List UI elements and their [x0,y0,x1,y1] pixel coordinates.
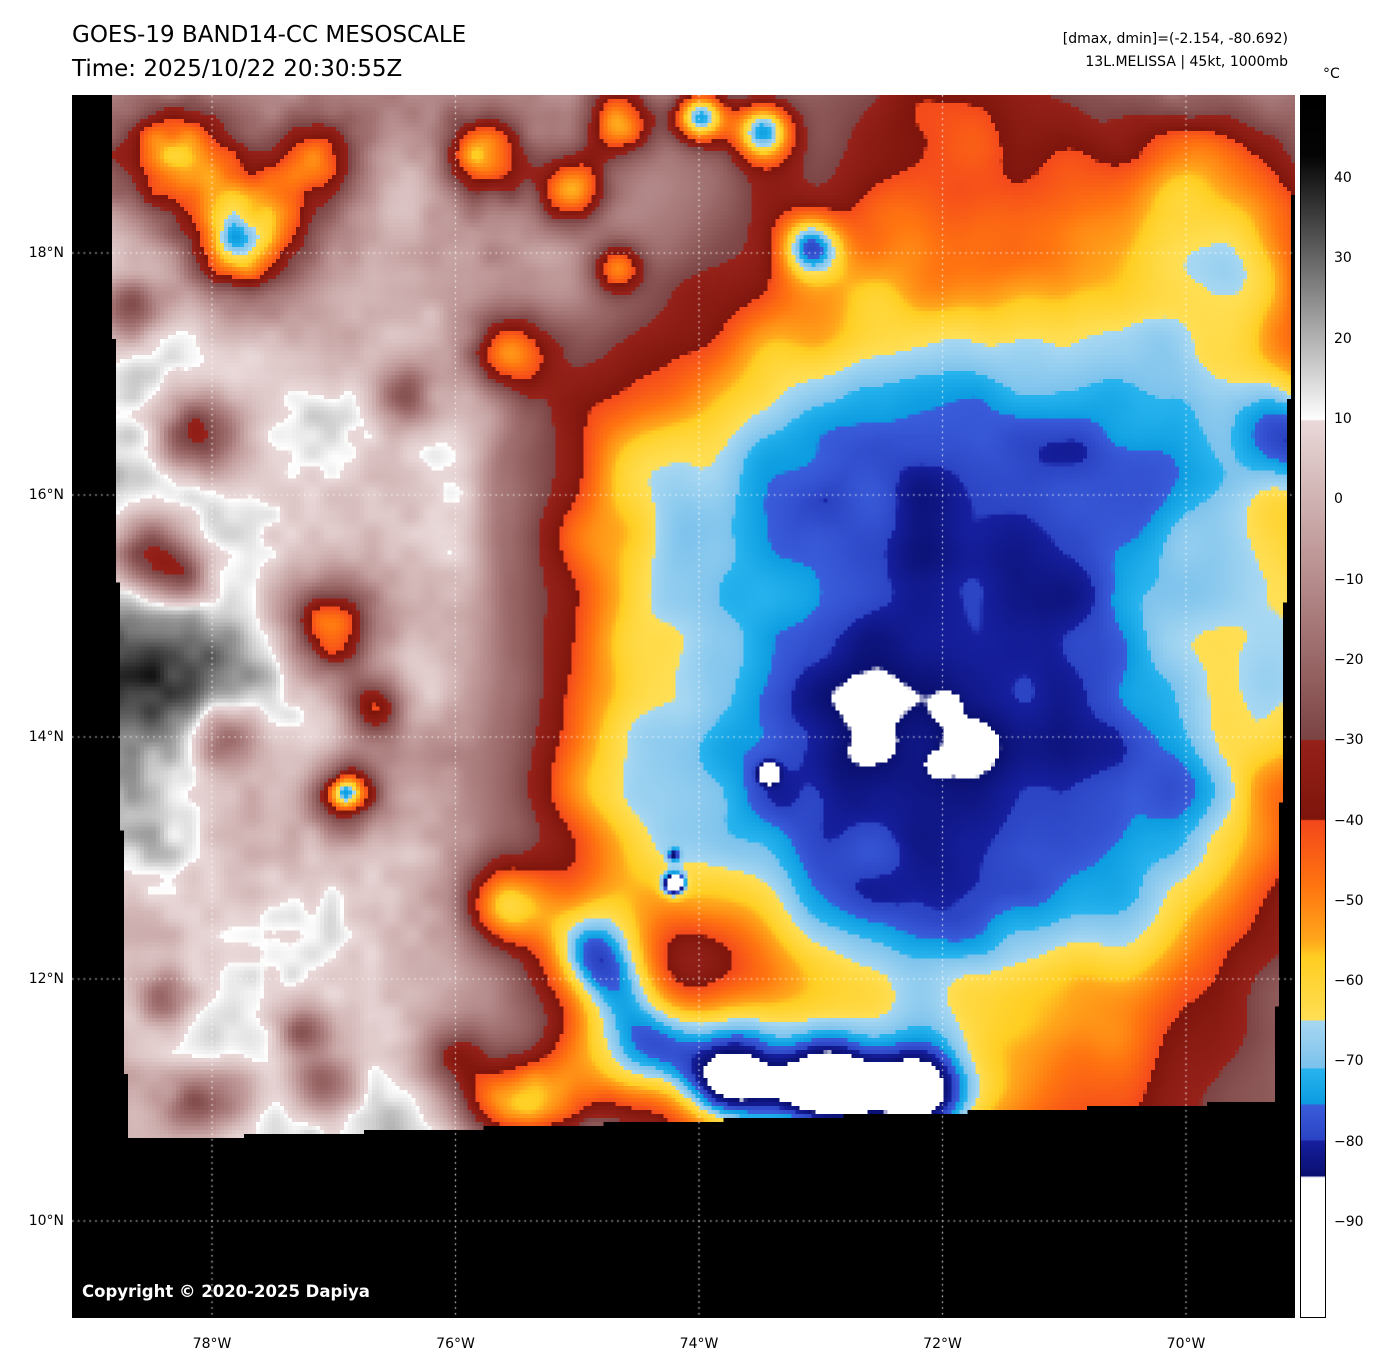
colorbar-tick-label: −40 [1334,812,1364,829]
colorbar-tick-label: 30 [1334,250,1352,267]
lat-tick-label: 18°N [28,245,64,261]
lon-tick-label: 70°W [1166,1336,1206,1352]
colorbar-tick-label: 20 [1334,330,1352,347]
storm-status-readout: 13L.MELISSA | 45kt, 1000mb [1085,54,1288,70]
lat-tick-label: 14°N [28,729,64,745]
colorbar-tick-label: −90 [1334,1214,1364,1230]
copyright-watermark: Copyright © 2020-2025 Dapiya [82,1282,370,1301]
lat-tick-label: 12°N [28,971,64,987]
colorbar-tick-label: −60 [1334,973,1364,990]
plot-title: GOES-19 BAND14-CC MESOSCALE [72,22,467,48]
plot-timestamp: Time: 2025/10/22 20:30:55Z [72,56,403,82]
colorbar-unit-label: °C [1323,66,1340,82]
lat-tick-label: 10°N [28,1213,64,1229]
lon-tick-label: 74°W [679,1336,719,1352]
colorbar-tick-label: 0 [1334,491,1343,508]
colorbar-tick-label: −70 [1334,1053,1364,1070]
lon-tick-label: 72°W [923,1336,962,1352]
lat-tick-label: 16°N [28,487,64,503]
colorbar-tick-label: −30 [1334,732,1364,749]
lon-tick-label: 78°W [192,1336,232,1352]
data-range-readout: [dmax, dmin]=(-2.154, -80.692) [1062,31,1288,47]
map-frame: Copyright © 2020-2025 Dapiya [72,95,1295,1318]
colorbar-tick-label: −80 [1334,1133,1364,1150]
colorbar-gradient [1300,95,1326,1318]
colorbar-tick-label: 10 [1334,410,1352,427]
coastline-grid-overlay-canvas [72,95,1295,1318]
colorbar-tick-label: 40 [1334,170,1352,186]
colorbar-tick-label: −50 [1334,892,1364,909]
lon-tick-label: 76°W [436,1336,475,1352]
colorbar-tick-label: −10 [1334,571,1364,588]
colorbar-tick-label: −20 [1334,651,1364,668]
